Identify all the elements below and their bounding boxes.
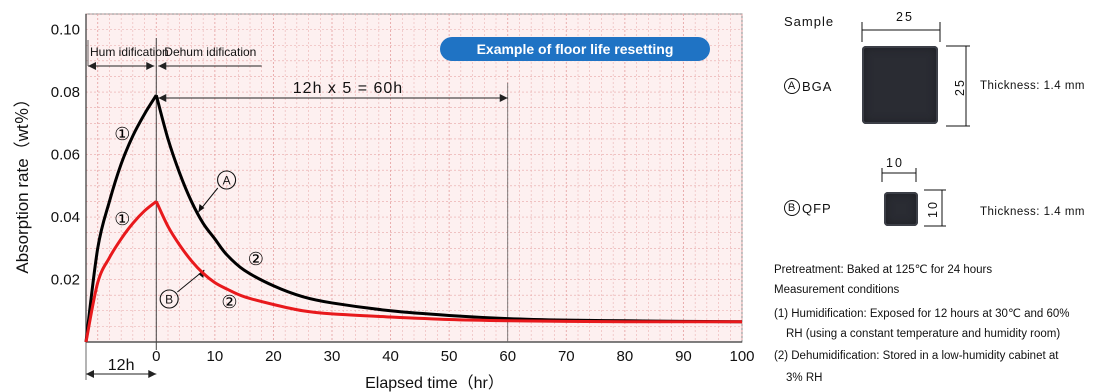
humid-arrow-head-right (146, 62, 155, 70)
x-tick-label: 40 (382, 348, 399, 365)
condition-1-line-2: RH (using a constant temperature and hum… (786, 328, 1061, 340)
banner-text: Example of floor life resetting (477, 41, 674, 57)
x-tick-label: 10 (207, 348, 224, 365)
grid (85, 13, 743, 350)
qfp-label: B QFP (784, 200, 832, 216)
x-tick-label: 0 (152, 348, 160, 365)
x-tick-label: 80 (617, 348, 634, 365)
x-tick-label: 60 (499, 348, 516, 365)
y-axis-label: Absorption rate（wt％） (13, 90, 32, 273)
x-tick-label: 90 (675, 348, 692, 365)
curve-a-label-circle (217, 170, 237, 190)
bga-dim-lines (861, 22, 970, 127)
span-arrow-head-right (499, 94, 508, 102)
curve-b-phase-1: ① (114, 209, 130, 229)
sample-panel: Sample 25 25 A BGA Thickness: 1.4 mm 10 … (768, 0, 1116, 392)
humidification-label: Hum idification (90, 45, 169, 59)
dehumidification-label: Dehum idification (164, 45, 256, 59)
curve-a-phase-1: ① (114, 124, 130, 144)
sample-title: Sample (784, 14, 835, 29)
conditions-title: Measurement conditions (774, 284, 900, 296)
pretreatment-note: Pretreatment: Baked at 125℃ for 24 hours (774, 264, 993, 276)
qfp-chip-image (884, 192, 918, 226)
pre-label: 12h (108, 357, 135, 374)
qfp-height-dim: 10 (925, 200, 940, 218)
series-line-b (84, 200, 742, 343)
tick-labels: 0 10 20 30 40 50 60 70 80 90 100 0.02 0.04 0.06 0.08 0.… (51, 22, 755, 365)
bga-circle: A (784, 78, 800, 94)
x-tick-label: 100 (729, 348, 754, 365)
curve-b-label-circle (159, 289, 179, 309)
curve-b-label: B (165, 293, 173, 307)
banner-pill (440, 37, 710, 61)
series-lines (84, 94, 743, 343)
x-tick-label: 30 (324, 348, 341, 365)
qfp-dim-lines (881, 168, 946, 227)
span-arrow-head-left (158, 94, 167, 102)
curve-b-phase-2: ② (221, 292, 237, 312)
bga-width-dim: 25 (896, 10, 914, 24)
y-tick-label: 0.04 (51, 209, 80, 226)
y-tick-label: 0.02 (51, 272, 80, 289)
x-tick-label: 70 (558, 348, 575, 365)
condition-2-line-2: 3% RH (786, 372, 823, 384)
curve-a-pointer-head (198, 204, 205, 212)
bga-text: BGA (802, 78, 833, 94)
y-tick-label: 0.10 (51, 22, 80, 39)
span-label: 12h x 5 = 60h (293, 80, 403, 97)
bga-label: A BGA (784, 78, 832, 94)
curve-a-label: A (223, 174, 231, 188)
bga-thickness: Thickness: 1.4 mm (980, 80, 1085, 92)
bga-height-dim: 25 (952, 78, 967, 96)
qfp-thickness: Thickness: 1.4 mm (980, 206, 1085, 218)
condition-1-line-1: (1) Humidification: Exposed for 12 hours… (774, 308, 1070, 320)
qfp-text: QFP (802, 200, 832, 216)
x-tick-label: 50 (441, 348, 458, 365)
condition-2-line-1: (2) Dehumidification: Stored in a low-hu… (774, 350, 1059, 362)
qfp-width-dim: 10 (886, 156, 904, 170)
pre-arrow-head-left (86, 370, 94, 378)
banner: Example of floor life resetting (440, 37, 710, 61)
dehumid-arrow-head (158, 62, 167, 70)
y-tick-label: 0.08 (51, 84, 80, 101)
bga-chip-image (862, 46, 938, 124)
humid-arrow-head-left (88, 62, 96, 70)
curve-a-phase-2: ② (248, 249, 264, 269)
x-axis-label: Elapsed time（hr） (365, 374, 504, 392)
x-tick-label: 20 (265, 348, 282, 365)
y-tick-label: 0.06 (51, 147, 80, 164)
qfp-circle: B (784, 200, 800, 216)
absorption-chart: 0 10 20 30 40 50 60 70 80 90 100 0.02 0.04 0.06 0.08 0.… (13, 13, 755, 392)
pre-arrow-head-right (148, 370, 157, 378)
